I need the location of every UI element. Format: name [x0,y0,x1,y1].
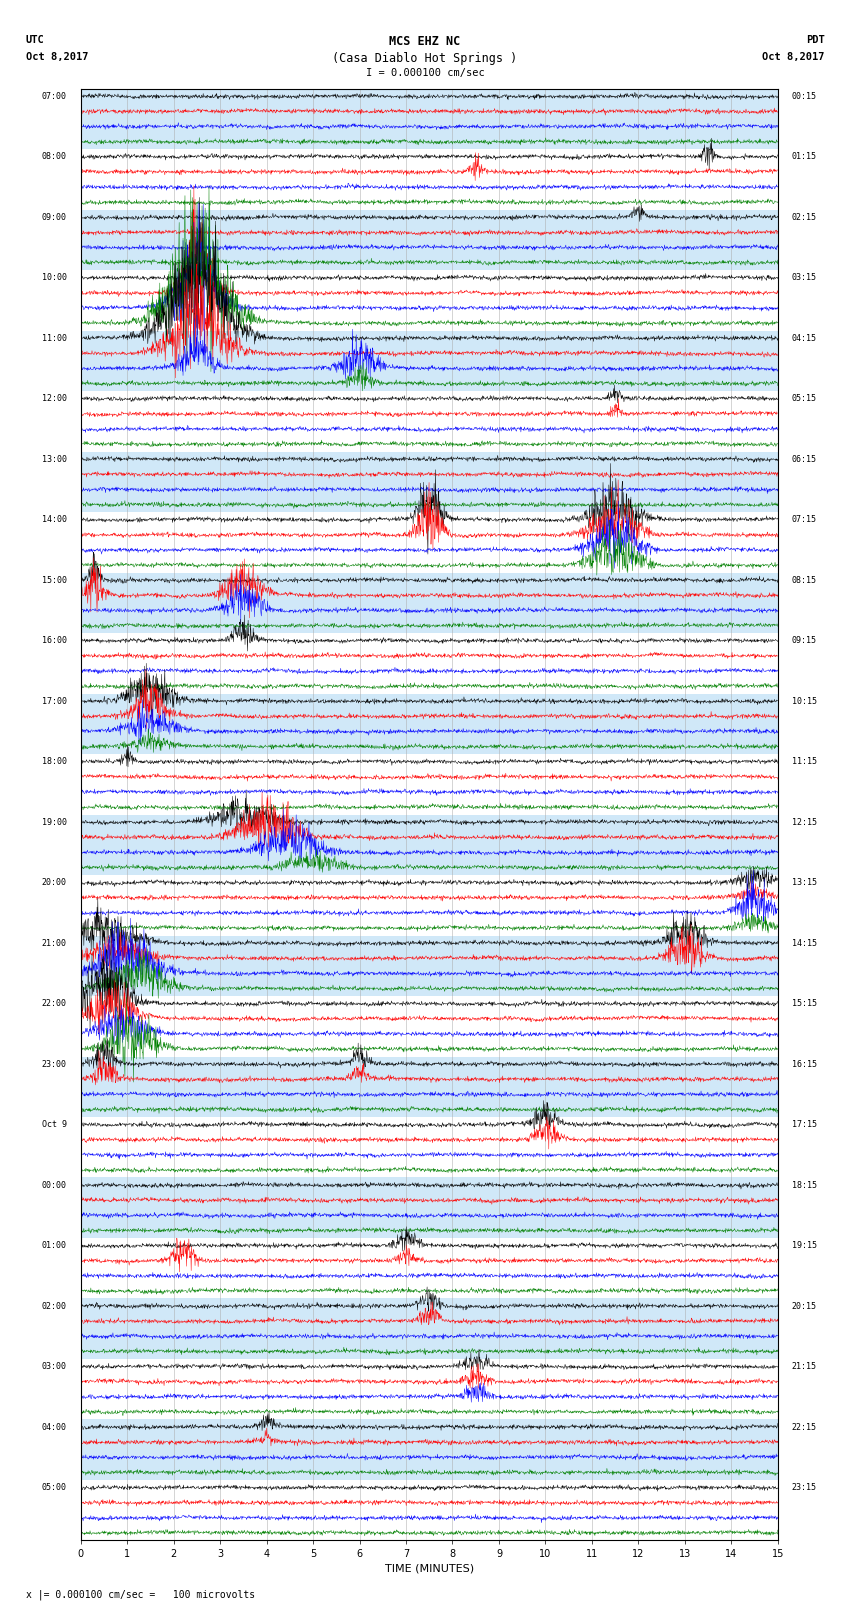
Bar [81,694,778,755]
Text: 17:15: 17:15 [791,1119,817,1129]
Text: 04:15: 04:15 [791,334,817,342]
Text: I = 0.000100 cm/sec: I = 0.000100 cm/sec [366,68,484,77]
Text: 21:15: 21:15 [791,1361,817,1371]
Bar [81,936,778,997]
Text: 08:15: 08:15 [791,576,817,584]
Text: 17:00: 17:00 [42,697,67,705]
Text: 21:00: 21:00 [42,939,67,947]
Text: 15:15: 15:15 [791,998,817,1008]
Text: 00:15: 00:15 [791,92,817,100]
Text: 10:00: 10:00 [42,273,67,282]
Bar [81,331,778,392]
Bar [81,1118,778,1177]
Text: 14:00: 14:00 [42,515,67,524]
Text: 12:15: 12:15 [791,818,817,826]
Text: 20:00: 20:00 [42,877,67,887]
Bar [81,392,778,452]
Text: 19:00: 19:00 [42,818,67,826]
Text: 13:00: 13:00 [42,455,67,463]
Text: 18:00: 18:00 [42,756,67,766]
Text: Oct 8,2017: Oct 8,2017 [26,52,88,61]
Text: Oct 9: Oct 9 [42,1119,67,1129]
Bar [81,634,778,694]
Text: 07:00: 07:00 [42,92,67,100]
X-axis label: TIME (MINUTES): TIME (MINUTES) [385,1563,473,1574]
Text: Oct 8,2017: Oct 8,2017 [762,52,824,61]
Text: 16:00: 16:00 [42,636,67,645]
Bar [81,815,778,876]
Text: 11:00: 11:00 [42,334,67,342]
Bar [81,876,778,936]
Text: 02:00: 02:00 [42,1302,67,1310]
Text: 20:15: 20:15 [791,1302,817,1310]
Text: 10:15: 10:15 [791,697,817,705]
Text: 22:15: 22:15 [791,1423,817,1431]
Bar [81,1358,778,1419]
Bar [81,271,778,331]
Text: UTC: UTC [26,35,44,45]
Bar [81,1239,778,1298]
Text: 03:15: 03:15 [791,273,817,282]
Text: (Casa Diablo Hot Springs ): (Casa Diablo Hot Springs ) [332,52,518,65]
Text: 00:00: 00:00 [42,1181,67,1189]
Bar [81,210,778,271]
Text: 13:15: 13:15 [791,877,817,887]
Text: 16:15: 16:15 [791,1060,817,1068]
Text: 01:00: 01:00 [42,1240,67,1250]
Text: 23:15: 23:15 [791,1482,817,1492]
Text: 19:15: 19:15 [791,1240,817,1250]
Text: 09:00: 09:00 [42,213,67,221]
Text: 07:15: 07:15 [791,515,817,524]
Bar [81,1177,778,1239]
Text: 09:15: 09:15 [791,636,817,645]
Text: 15:00: 15:00 [42,576,67,584]
Bar [81,452,778,513]
Bar [81,1298,778,1358]
Text: PDT: PDT [806,35,824,45]
Text: 08:00: 08:00 [42,152,67,161]
Bar [81,755,778,815]
Bar [81,573,778,634]
Text: 12:00: 12:00 [42,394,67,403]
Bar [81,997,778,1057]
Text: x |= 0.000100 cm/sec =   100 microvolts: x |= 0.000100 cm/sec = 100 microvolts [26,1589,255,1600]
Text: 22:00: 22:00 [42,998,67,1008]
Bar [81,150,778,210]
Bar [81,1057,778,1118]
Bar [81,89,778,150]
Text: 06:15: 06:15 [791,455,817,463]
Bar [81,513,778,573]
Text: 05:15: 05:15 [791,394,817,403]
Text: 14:15: 14:15 [791,939,817,947]
Bar [81,1481,778,1540]
Text: 02:15: 02:15 [791,213,817,221]
Text: 11:15: 11:15 [791,756,817,766]
Text: 23:00: 23:00 [42,1060,67,1068]
Text: 01:15: 01:15 [791,152,817,161]
Text: 05:00: 05:00 [42,1482,67,1492]
Text: 04:00: 04:00 [42,1423,67,1431]
Text: MCS EHZ NC: MCS EHZ NC [389,35,461,48]
Text: 18:15: 18:15 [791,1181,817,1189]
Bar [81,1419,778,1481]
Text: 03:00: 03:00 [42,1361,67,1371]
